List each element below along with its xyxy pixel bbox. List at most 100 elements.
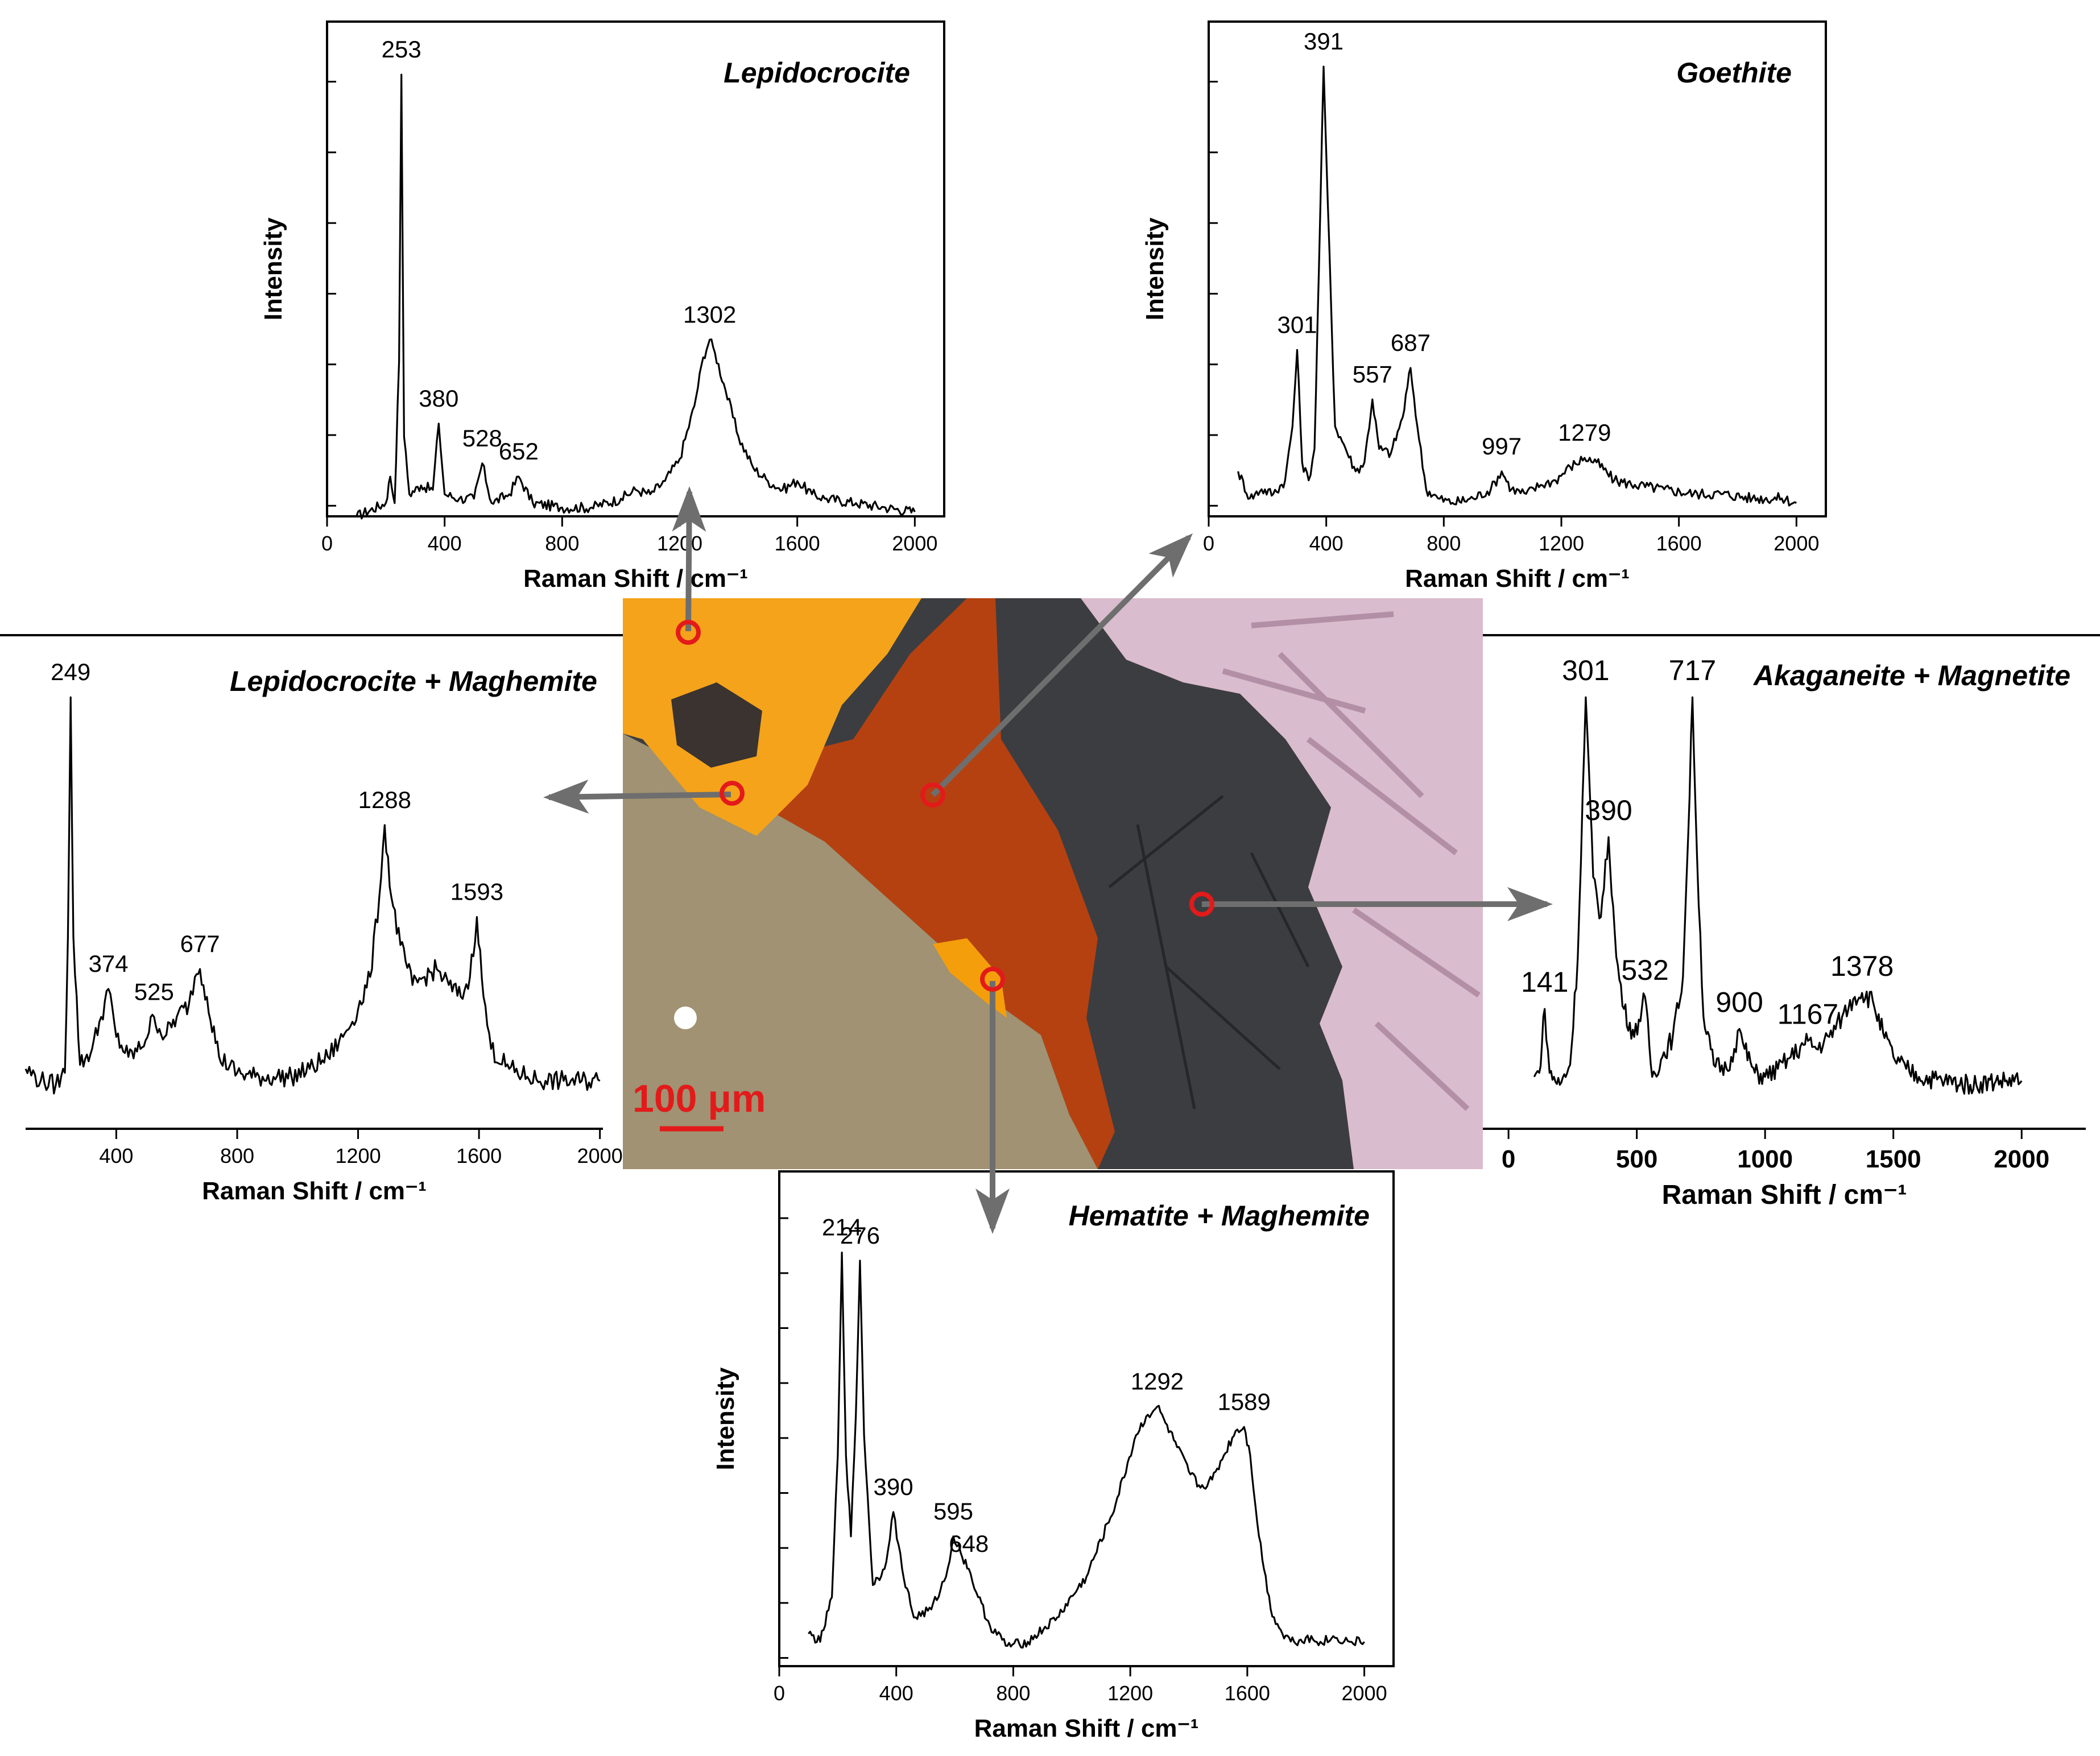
x-tick-label: 0	[774, 1682, 785, 1705]
x-tick-label: 400	[99, 1144, 133, 1167]
crystalline-streaks	[1222, 611, 1481, 1111]
scale-bar-label: 100 μm	[633, 1077, 766, 1120]
x-tick-label: 400	[428, 532, 462, 555]
x-tick-label: 800	[1427, 532, 1461, 555]
spectrum-line	[1533, 696, 2023, 1095]
peak-label: 528	[462, 425, 502, 452]
dark-cracks	[1108, 795, 1310, 1109]
plot-frame	[778, 1170, 1395, 1667]
chart-title: Hematite + Maghemite	[1069, 1200, 1370, 1232]
white-speck	[674, 1007, 697, 1029]
marker-hematite-maghemite	[980, 967, 1005, 992]
arrow-to-lepidocrocite-maghemite	[543, 779, 731, 814]
arrow-to-goethite	[931, 533, 1193, 797]
peak-label: 687	[1391, 329, 1431, 356]
x-tick-label: 1200	[1107, 1682, 1153, 1705]
x-tick-label: 400	[1309, 532, 1343, 555]
peak-label: 1589	[1217, 1388, 1270, 1415]
dark-inclusion	[671, 682, 762, 768]
peak-label: 380	[419, 385, 458, 412]
peak-label: 1288	[358, 786, 411, 813]
peak-label: 276	[840, 1222, 880, 1249]
x-tick-label: 1000	[1737, 1145, 1793, 1173]
marker-goethite	[920, 782, 945, 807]
x-tick-label: 1600	[1225, 1682, 1270, 1705]
peak-label: 557	[1353, 361, 1392, 387]
peak-label: 525	[134, 978, 174, 1005]
peak-label: 1167	[1777, 998, 1839, 1030]
peak-label: 997	[1482, 433, 1522, 459]
peak-label: 301	[1562, 655, 1609, 686]
metal-region	[623, 734, 1098, 1169]
peak-label: 1302	[683, 301, 736, 328]
peak-label: 390	[1585, 794, 1632, 826]
chart-lepidocrocite: 0 400 800 1200 1600 2000 Raman Shift / cm⁻¹ Int…	[259, 20, 945, 593]
peak-label: 390	[874, 1473, 913, 1500]
x-tick-label: 1600	[1656, 532, 1702, 555]
peak-label: 141	[1521, 966, 1568, 998]
x-tick-label: 2000	[1342, 1682, 1387, 1705]
x-tick-label: 2000	[577, 1144, 623, 1167]
x-tick-label: 1200	[657, 532, 702, 555]
spectrum-line	[355, 73, 916, 520]
spectrum-line	[808, 1252, 1365, 1649]
peak-label: 1279	[1558, 419, 1611, 446]
x-tick-label: 800	[220, 1144, 254, 1167]
peak-label: 214	[822, 1214, 862, 1241]
x-tick-label: 400	[879, 1682, 913, 1705]
x-tick-label: 1500	[1866, 1145, 1921, 1173]
peak-label: 249	[51, 658, 90, 685]
peak-label: 648	[949, 1530, 989, 1557]
x-tick-label: 0	[321, 532, 333, 555]
plot-frame	[326, 20, 945, 517]
x-tick-label: 0	[1502, 1145, 1515, 1173]
peak-label: 1378	[1830, 950, 1894, 982]
y-axis-label: Intensity	[712, 1367, 739, 1470]
orange-rim	[933, 938, 1007, 1018]
peak-label: 652	[499, 438, 539, 465]
peak-label: 595	[933, 1498, 973, 1525]
x-tick-label: 1200	[336, 1144, 381, 1167]
peak-label: 900	[1715, 986, 1763, 1018]
peak-label: 391	[1304, 28, 1343, 55]
peak-label: 301	[1277, 311, 1317, 338]
marker-lepidocrocite-maghemite	[720, 781, 745, 806]
x-axis-label: Raman Shift / cm⁻¹	[974, 1714, 1199, 1742]
x-axis-label: Raman Shift / cm⁻¹	[1405, 565, 1630, 593]
y-axis-label: Intensity	[1141, 217, 1169, 320]
peak-label: 374	[89, 950, 129, 977]
micrograph: 100 μm	[623, 598, 1483, 1169]
spectrum-line	[1237, 65, 1797, 507]
peak-label: 253	[382, 36, 421, 63]
chart-hematite-maghemite: 0 400 800 1200 1600 2000 Raman Shift / cm⁻¹ Int…	[712, 1170, 1395, 1742]
x-tick-label: 800	[545, 532, 579, 555]
x-tick-label: 500	[1616, 1145, 1657, 1173]
arrow-to-lepidocrocite	[672, 486, 706, 632]
chart-akaganeite-magnetite: 0 500 1000 1500 2000 Raman Shift / cm⁻¹ Akagan…	[1483, 655, 2086, 1210]
x-axis-label: Raman Shift / cm⁻¹	[1662, 1180, 1907, 1210]
sampling-markers	[676, 620, 1214, 992]
x-tick-label: 0	[1203, 532, 1214, 555]
chart-title: Goethite	[1676, 57, 1792, 89]
spectra-panels: 0 400 800 1200 1600 2000 Raman Shift / cm⁻¹ Int…	[24, 20, 2086, 1742]
lepidocrocite-region	[623, 598, 921, 836]
chart-title: Akaganeite + Magnetite	[1752, 660, 2070, 691]
x-tick-label: 2000	[892, 532, 937, 555]
chart-title: Lepidocrocite	[724, 57, 910, 89]
x-axis-label: Raman Shift / cm⁻¹	[202, 1177, 427, 1205]
peak-label: 677	[180, 930, 220, 957]
x-tick-label: 1600	[456, 1144, 502, 1167]
x-tick-label: 800	[996, 1682, 1030, 1705]
x-axis-label: Raman Shift / cm⁻¹	[523, 565, 748, 593]
rust-band-region	[739, 598, 1115, 1169]
marker-lepidocrocite	[676, 620, 701, 645]
x-tick-label: 2000	[1994, 1145, 2049, 1173]
y-axis-label: Intensity	[259, 217, 287, 320]
peak-label: 717	[1669, 655, 1716, 686]
sampling-arrows	[543, 486, 1553, 1234]
x-tick-label: 2000	[1774, 532, 1819, 555]
x-tick-label: 1600	[775, 532, 820, 555]
chart-goethite: 0 400 800 1200 1600 2000 Raman Shift / cm⁻¹ Int…	[1141, 20, 1827, 593]
marker-akaganeite-magnetite	[1189, 892, 1214, 917]
